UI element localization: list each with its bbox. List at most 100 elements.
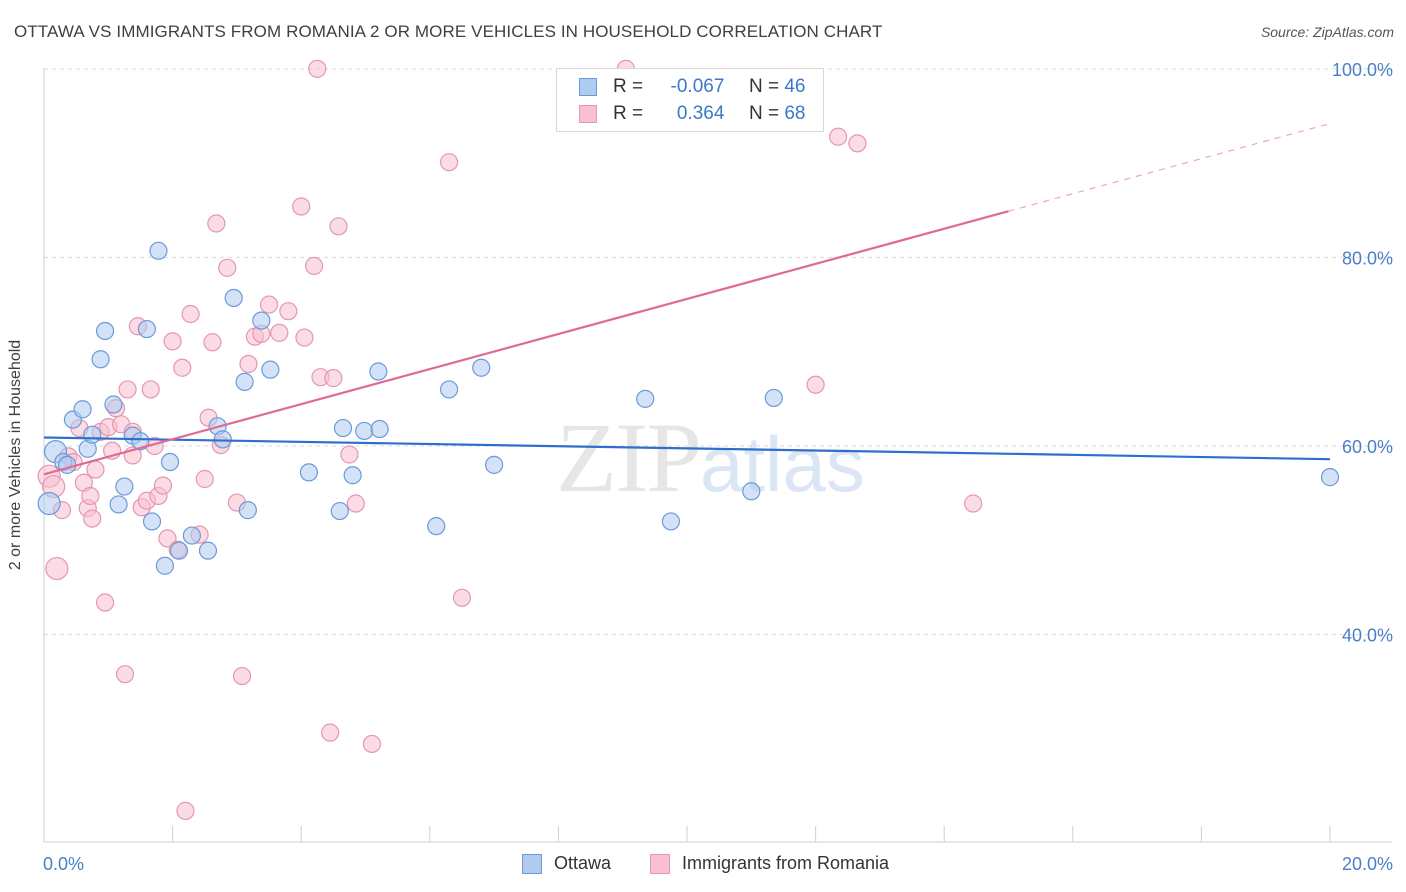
ottawa-points <box>37 241 1340 575</box>
ottawa-point <box>104 395 123 414</box>
ottawa-point <box>137 319 156 339</box>
romania-point <box>207 214 226 233</box>
romania-trend-extension <box>1008 122 1331 212</box>
ottawa-point <box>160 452 180 472</box>
ottawa-point <box>330 501 349 521</box>
ottawa-point <box>37 491 61 516</box>
chart-title: OTTAWA VS IMMIGRANTS FROM ROMANIA 2 OR M… <box>14 22 883 41</box>
ottawa-point <box>198 541 218 560</box>
y-tick-label: 40.0% <box>1342 626 1393 646</box>
ottawa-point <box>224 288 243 308</box>
n-value-romania: 68 <box>784 103 806 124</box>
n-label: N = <box>748 103 780 124</box>
romania-point <box>452 588 472 607</box>
romania-point <box>153 476 173 495</box>
ottawa-point <box>252 311 271 330</box>
watermark: ZIPatlas <box>556 400 865 515</box>
ottawa-point <box>343 466 362 485</box>
ottawa-point <box>182 526 201 545</box>
ottawa-swatch <box>579 78 597 96</box>
romania-point <box>279 302 298 321</box>
romania-point <box>295 328 314 347</box>
ottawa-point <box>83 425 102 444</box>
romania-point <box>340 445 359 464</box>
romania-point <box>195 469 214 489</box>
ottawa-point <box>1320 468 1340 487</box>
legend-label-romania: Immigrants from Romania <box>682 853 890 873</box>
romania-point <box>259 295 279 314</box>
n-value-ottawa: 46 <box>784 76 806 97</box>
romania-point <box>324 369 343 388</box>
romania-point <box>158 529 177 548</box>
tick-labels: 40.0% 60.0% 80.0% 100.0% 0.0% 20.0% <box>43 60 1393 874</box>
ottawa-point <box>661 512 681 531</box>
romania-point <box>86 460 105 479</box>
n-label: N = <box>748 76 780 97</box>
r-value-ottawa: -0.067 <box>670 76 725 97</box>
x-tick-label: 20.0% <box>1342 854 1393 874</box>
ottawa-point <box>95 321 115 341</box>
romania-point <box>45 556 69 581</box>
romania-point <box>308 59 327 78</box>
ottawa-point <box>73 400 92 419</box>
ottawa-point <box>333 418 353 438</box>
ottawa-point <box>91 350 110 369</box>
ottawa-point <box>742 482 761 501</box>
ottawa-point <box>764 388 783 408</box>
ottawa-point <box>149 241 168 260</box>
ottawa-point <box>370 419 389 439</box>
romania-point <box>218 258 237 277</box>
ottawa-point <box>142 512 162 531</box>
romania-point <box>239 354 258 374</box>
romania-point <box>83 509 102 528</box>
romania-point <box>848 134 867 153</box>
ottawa-point <box>261 360 280 379</box>
r-value-romania: 0.364 <box>676 103 725 124</box>
romania-point <box>232 666 252 686</box>
ottawa-point <box>169 541 189 560</box>
legend-swatch-romania <box>650 854 670 874</box>
romania-point <box>181 304 200 324</box>
ottawa-point <box>238 501 257 520</box>
legend-swatch-ottawa <box>522 854 542 874</box>
romania-point <box>176 801 195 820</box>
romania-point <box>270 323 289 342</box>
r-label: R = <box>613 76 644 97</box>
watermark-zip: ZIP <box>556 402 702 513</box>
ottawa-point <box>155 556 174 575</box>
ottawa-point <box>299 463 319 482</box>
romania-point <box>829 127 848 146</box>
romania-point <box>329 217 348 236</box>
romania-point <box>292 197 311 216</box>
stats-legend: R = -0.067 N = 46 R = 0.364 N = 68 <box>556 68 824 132</box>
axes-layer <box>43 68 1392 843</box>
romania-point <box>141 380 160 399</box>
ottawa-point <box>485 455 504 474</box>
x-tick-label: 0.0% <box>43 854 84 874</box>
romania-point <box>304 256 324 276</box>
grid-layer <box>44 68 1392 636</box>
romania-point <box>163 332 182 351</box>
watermark-atlas: atlas <box>700 420 865 508</box>
stats-text-ottawa: R = -0.067 N = 46 <box>613 76 805 98</box>
romania-point <box>439 153 459 172</box>
y-tick-label: 60.0% <box>1342 437 1393 457</box>
romania-point <box>321 723 340 742</box>
romania-point <box>806 375 825 394</box>
r-label: R = <box>613 103 644 124</box>
ottawa-point <box>235 372 254 391</box>
ottawa-point <box>109 495 128 514</box>
ottawa-point <box>427 517 446 536</box>
stats-text-romania: R = 0.364 N = 68 <box>613 103 805 125</box>
ottawa-point <box>439 380 459 399</box>
romania-point <box>203 333 222 352</box>
romania-point <box>81 486 100 506</box>
romania-point <box>95 593 115 612</box>
romania-trend-line <box>43 210 1009 476</box>
romania-swatch <box>579 105 597 123</box>
ottawa-point <box>131 432 150 451</box>
trend-lines <box>43 122 1331 476</box>
romania-point <box>115 665 135 684</box>
romania-point <box>964 494 983 513</box>
